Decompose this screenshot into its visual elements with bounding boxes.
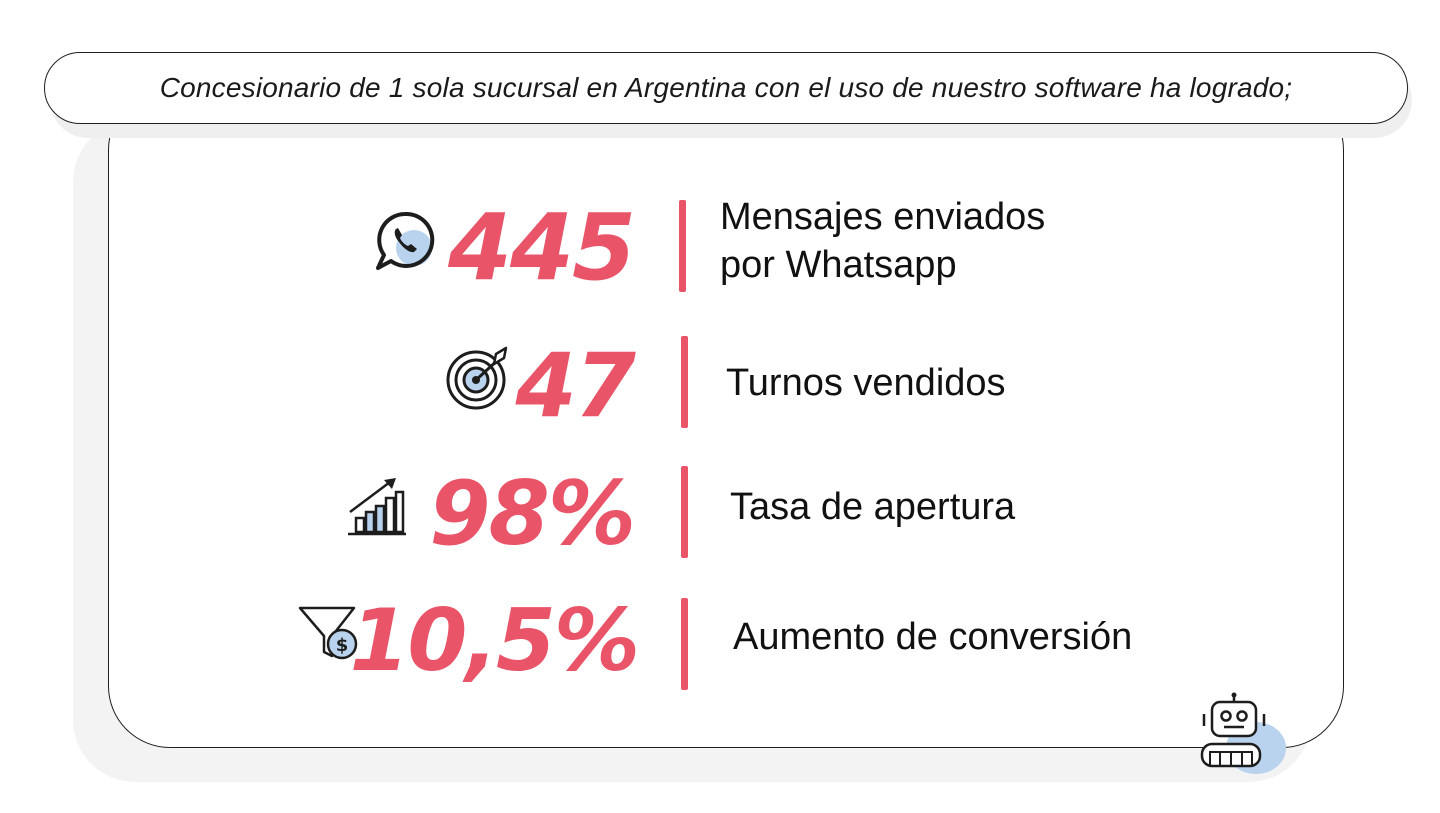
stat-divider: [681, 466, 688, 558]
target-icon: [446, 346, 508, 410]
stats-card: [108, 88, 1344, 748]
stat-label-open-rate: Tasa de apertura: [730, 486, 1016, 528]
stat-row-messages: 445 Mensajes enviados por Whatsapp: [0, 194, 1440, 301]
stat-label-conversion: Aumento de conversión: [733, 616, 1133, 658]
stat-label-line: Mensajes enviados: [720, 196, 1046, 238]
stat-label-messages: Mensajes enviados por Whatsapp: [720, 194, 1045, 289]
stat-divider: [681, 336, 688, 428]
stat-row-appointments: 47 Turnos vendidos: [0, 334, 1440, 430]
stat-divider: [679, 200, 686, 292]
stat-label-appointments: Turnos vendidos: [726, 362, 1006, 404]
stat-value-messages: 445: [447, 194, 636, 301]
stat-row-conversion: $ 10,5% Aumento de conversión: [0, 596, 1440, 692]
sales-funnel-icon: $: [298, 606, 358, 660]
whatsapp-icon: [376, 211, 435, 270]
page-title: Concesionario de 1 sola sucursal en Arge…: [159, 72, 1293, 103]
stat-row-open-rate: 98% Tasa de apertura: [0, 464, 1440, 560]
stat-value-open-rate: 98%: [429, 462, 636, 565]
svg-text:$: $: [336, 635, 349, 656]
title-banner: Concesionario de 1 sola sucursal en Arge…: [44, 52, 1408, 124]
stat-value-conversion: 10,5%: [349, 591, 640, 691]
robot-icon: [1200, 692, 1286, 774]
stat-divider: [681, 598, 688, 690]
stat-label-line: por Whatsapp: [720, 243, 957, 286]
stat-value-appointments: 47: [515, 334, 636, 437]
growth-chart-icon: [348, 478, 406, 536]
